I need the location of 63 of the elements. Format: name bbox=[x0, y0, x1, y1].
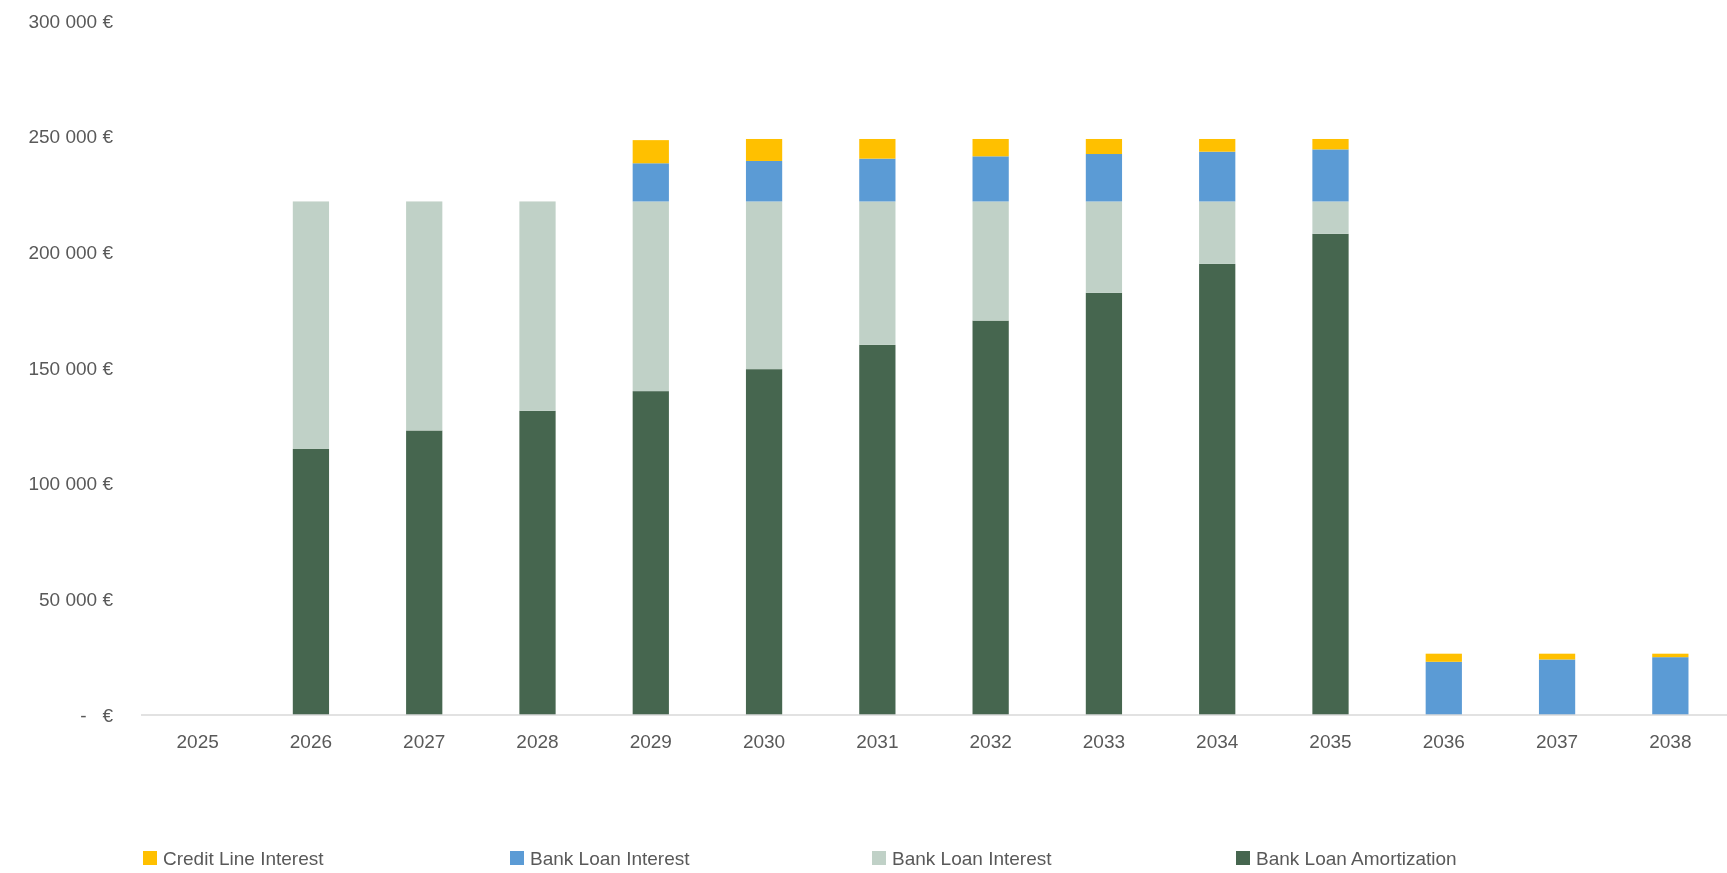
bar bbox=[745, 201, 783, 370]
bar bbox=[1085, 138, 1123, 155]
x-tick-label: 2038 bbox=[1649, 731, 1692, 752]
bar bbox=[972, 138, 1009, 157]
bar bbox=[745, 138, 783, 161]
bar bbox=[745, 369, 783, 715]
bar bbox=[859, 138, 896, 159]
x-tick-label: 2029 bbox=[629, 731, 672, 752]
legend-label: Bank Loan Interest bbox=[892, 847, 1053, 869]
bar bbox=[1085, 201, 1123, 293]
bar bbox=[1312, 149, 1349, 202]
x-tick-label: 2025 bbox=[176, 731, 219, 752]
y-tick-label: 50 000 € bbox=[39, 588, 114, 610]
bar bbox=[1085, 292, 1123, 715]
bar bbox=[632, 391, 669, 715]
bar bbox=[859, 158, 896, 202]
bar bbox=[859, 344, 896, 715]
bar bbox=[1312, 201, 1349, 234]
bar bbox=[292, 448, 330, 715]
x-tick-label: 2035 bbox=[1309, 731, 1352, 752]
bar bbox=[1199, 201, 1236, 264]
bar bbox=[1312, 233, 1349, 715]
bar bbox=[632, 140, 669, 164]
x-tick-label: 2036 bbox=[1422, 731, 1465, 752]
x-tick-label: 2037 bbox=[1535, 731, 1579, 752]
legend-label: Bank Loan Interest bbox=[530, 847, 691, 869]
bar bbox=[745, 160, 783, 202]
x-tick-label: 2027 bbox=[403, 731, 446, 752]
bar bbox=[632, 163, 669, 202]
legend-label: Credit Line Interest bbox=[163, 847, 325, 869]
legend-label: Bank Loan Amortization bbox=[1256, 847, 1457, 869]
bar bbox=[972, 320, 1009, 715]
bar bbox=[859, 201, 896, 345]
y-tick-label: 100 000 € bbox=[28, 473, 114, 495]
bar bbox=[1199, 151, 1236, 202]
y-tick-label: 300 000 € bbox=[28, 10, 114, 32]
bar bbox=[1085, 154, 1123, 202]
bar bbox=[1199, 138, 1236, 152]
bar bbox=[519, 410, 556, 715]
bar bbox=[1425, 653, 1462, 662]
x-tick-label: 2031 bbox=[856, 731, 899, 752]
y-tick-label: - € bbox=[80, 704, 114, 726]
x-tick-label: 2034 bbox=[1196, 731, 1239, 752]
y-tick-label: 150 000 € bbox=[28, 357, 114, 379]
bar bbox=[1312, 138, 1349, 150]
bar bbox=[632, 201, 669, 392]
x-tick-label: 2028 bbox=[516, 731, 559, 752]
x-tick-label: 2032 bbox=[969, 731, 1012, 752]
bar bbox=[406, 201, 443, 431]
bar bbox=[1538, 659, 1576, 715]
bar bbox=[519, 201, 556, 411]
y-tick-label: 250 000 € bbox=[28, 126, 114, 148]
x-tick-label: 2033 bbox=[1082, 731, 1126, 752]
bar bbox=[292, 201, 330, 449]
x-tick-label: 2026 bbox=[289, 731, 333, 752]
bar bbox=[406, 430, 443, 715]
bar bbox=[972, 201, 1009, 321]
x-tick-label: 2030 bbox=[742, 731, 786, 752]
bar bbox=[1425, 661, 1462, 715]
bar bbox=[1199, 263, 1236, 715]
bar bbox=[1652, 657, 1689, 715]
y-tick-label: 200 000 € bbox=[28, 241, 114, 263]
bar bbox=[972, 156, 1009, 202]
